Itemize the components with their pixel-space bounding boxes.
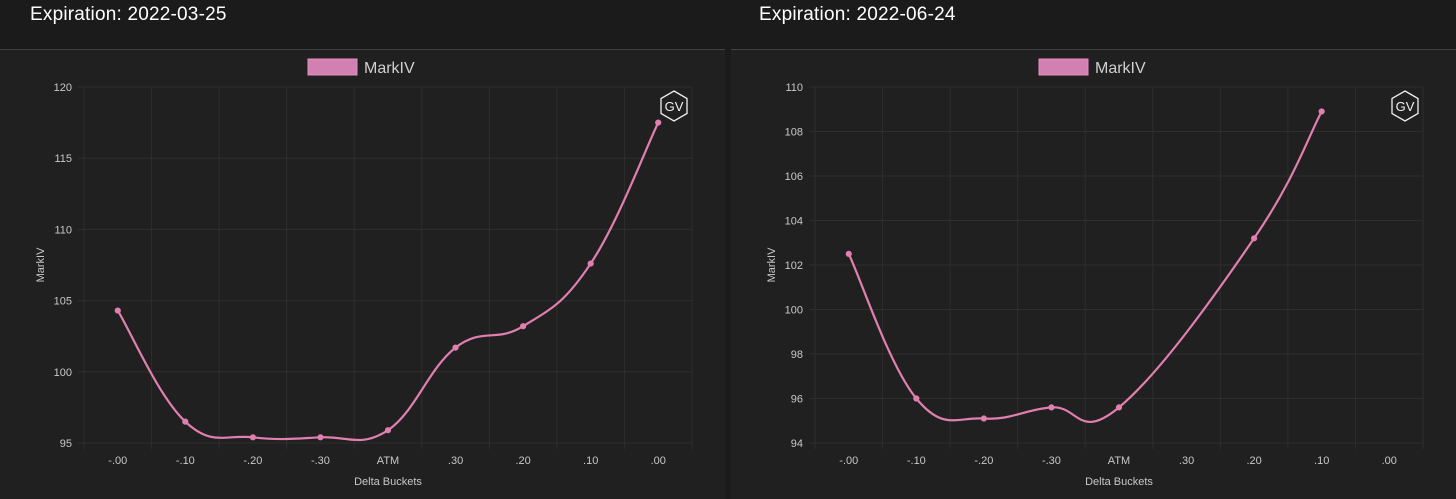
data-point[interactable] — [384, 427, 392, 434]
x-tick-label: ATM — [377, 455, 399, 467]
data-point[interactable] — [845, 250, 852, 257]
data-point[interactable] — [317, 434, 324, 441]
x-tick-label: .00 — [1382, 455, 1397, 467]
chart-title: Expiration: 2022-06-24 — [759, 4, 956, 25]
chart-panel-right: Expiration: 2022-06-24 110 108 106 104 102 10… — [731, 0, 1456, 499]
data-point[interactable] — [1048, 404, 1055, 411]
legend-swatch — [1038, 58, 1089, 76]
y-tick-label: 100 — [785, 305, 803, 317]
y-tick-label: 94 — [791, 438, 803, 450]
chart-title: Expiration: 2022-03-25 — [30, 4, 227, 25]
x-tick-label: -.00 — [108, 455, 127, 467]
data-point[interactable] — [114, 307, 121, 314]
x-tick-label: .30 — [448, 455, 463, 467]
y-tick-label: 105 — [54, 296, 72, 308]
x-tick-label: .20 — [515, 455, 530, 467]
hexagon-icon — [660, 90, 688, 122]
x-tick-label: -.20 — [974, 455, 993, 467]
legend-swatch — [307, 58, 358, 76]
grid — [809, 86, 1424, 449]
x-tick-label: .10 — [1314, 455, 1329, 467]
y-tick-label: 106 — [785, 171, 803, 183]
x-tick-label: -.30 — [1042, 455, 1061, 467]
y-axis-title: MarkIV — [766, 247, 778, 283]
chart-area: 120 115 110 105 100 95 -.00 -.10 -.20 -.30 ATM .30.… — [0, 50, 725, 499]
line-chart: 110 108 106 104 102 100 98 96 94 -.00 -.10 -.20 -.30… — [766, 58, 1424, 488]
series-line — [116, 122, 660, 442]
x-tick-label: .10 — [583, 455, 598, 467]
y-tick-label: 95 — [60, 438, 72, 450]
x-axis-title: Delta Buckets — [1085, 476, 1153, 488]
y-tick-label: 98 — [791, 349, 803, 361]
y-tick-label: 110 — [785, 82, 803, 94]
y-tick-label: 110 — [54, 224, 72, 236]
legend-label: MarkIV — [364, 60, 415, 77]
y-tick-label: 108 — [785, 127, 803, 139]
data-point[interactable] — [587, 260, 594, 267]
data-point[interactable] — [1318, 108, 1325, 115]
watermark-badge: GV — [1391, 90, 1419, 122]
data-point[interactable] — [913, 395, 920, 402]
chart-area: 110 108 106 104 102 100 98 96 94 -.00 -.10 -.20 -.30… — [731, 50, 1456, 499]
grid — [78, 86, 693, 449]
x-tick-label: .20 — [1246, 455, 1261, 467]
legend: MarkIV — [1038, 58, 1146, 77]
watermark-text: GV — [1396, 99, 1415, 114]
x-tick-label: -.20 — [243, 455, 262, 467]
watermark-badge: GV — [660, 90, 688, 122]
data-point[interactable] — [980, 415, 987, 422]
data-point[interactable] — [520, 323, 527, 330]
legend-label: MarkIV — [1095, 60, 1146, 77]
chart-panel-left: Expiration: 2022-03-25 120 115 110 105 100 95… — [0, 0, 725, 499]
x-tick-label: -.30 — [311, 455, 330, 467]
y-tick-label: 96 — [791, 394, 803, 406]
line-chart: 120 115 110 105 100 95 -.00 -.10 -.20 -.30 ATM .30.… — [35, 58, 693, 488]
x-tick-label: .00 — [651, 455, 666, 467]
data-point[interactable] — [249, 434, 256, 441]
hexagon-icon — [1391, 90, 1419, 122]
x-axis-title: Delta Buckets — [354, 476, 422, 488]
x-tick-label: -.10 — [176, 455, 195, 467]
panel-header: Expiration: 2022-03-25 — [0, 0, 725, 50]
y-tick-label: 120 — [54, 82, 72, 94]
y-axis-title: MarkIV — [35, 247, 47, 283]
legend: MarkIV — [307, 58, 415, 77]
data-point[interactable] — [655, 119, 662, 126]
watermark-text: GV — [665, 99, 684, 114]
x-tick-label: ATM — [1108, 455, 1130, 467]
y-tick-label: 115 — [54, 153, 72, 165]
panel-header: Expiration: 2022-06-24 — [731, 0, 1456, 50]
y-tick-label: 102 — [785, 260, 803, 272]
y-tick-label: 104 — [785, 216, 803, 228]
data-point[interactable] — [452, 344, 459, 351]
data-point[interactable] — [182, 418, 189, 425]
data-point[interactable] — [1115, 404, 1123, 411]
x-tick-label: -.00 — [839, 455, 858, 467]
y-tick-label: 100 — [54, 367, 72, 379]
x-tick-label: -.10 — [907, 455, 926, 467]
data-point[interactable] — [1251, 235, 1258, 242]
x-tick-label: .30 — [1179, 455, 1194, 467]
